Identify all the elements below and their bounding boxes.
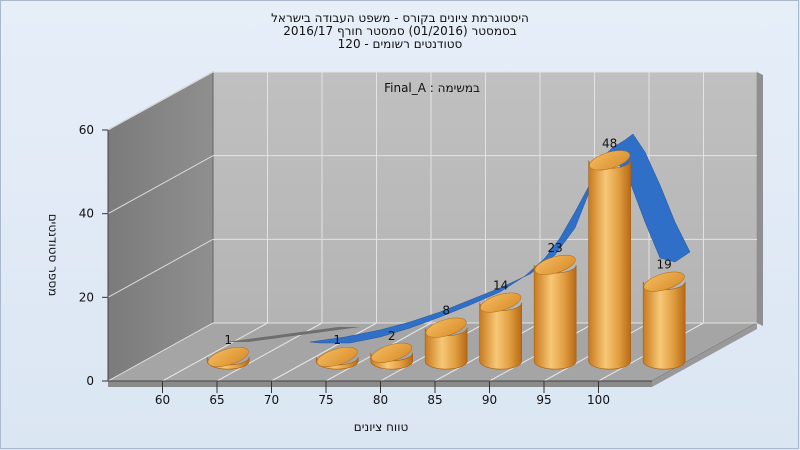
grid-line-left-wall <box>107 155 214 215</box>
grid-line-floor <box>162 322 268 382</box>
grid-line-left-wall <box>107 322 214 382</box>
chart-title-line-2: בסמסטר (01/2016) סמסטר חורף 2016/17 <box>283 24 517 38</box>
bar-top <box>589 150 631 171</box>
y-tick-label: 60 <box>79 123 94 137</box>
bar-body <box>642 281 686 370</box>
x-tick-label: 70 <box>264 393 279 407</box>
chart-title-line-3: סטודנטים רשומים - 120 <box>337 37 463 51</box>
bar-top <box>316 346 358 367</box>
x-tick-label: 75 <box>318 393 333 407</box>
bar-top <box>534 254 576 275</box>
x-tick-label: 100 <box>587 393 610 407</box>
grid-line-left-wall <box>107 71 214 131</box>
bar-top <box>425 317 467 338</box>
grid-line-floor <box>271 322 377 382</box>
bar <box>315 346 359 370</box>
y-tick-label: 0 <box>86 374 94 388</box>
x-tick-label: 60 <box>155 393 170 407</box>
bar <box>588 150 631 370</box>
x-tick-label: 80 <box>373 393 388 407</box>
annotation-text: במשימה : Final_A <box>384 81 480 95</box>
bar <box>370 342 413 370</box>
bar-value-label: 8 <box>442 304 450 318</box>
bar-value-label: 1 <box>224 333 232 347</box>
x-axis-label: טווח ציונים <box>354 420 409 434</box>
x-tick-label: 90 <box>482 393 497 407</box>
x-tick-label: 95 <box>536 393 551 407</box>
bar <box>642 271 686 370</box>
bar <box>206 346 250 370</box>
x-tick-label: 65 <box>209 393 224 407</box>
labels: 1 1 2 8 14 23 48 19 <box>224 136 671 347</box>
bar-top <box>207 346 249 367</box>
bar-top <box>480 292 522 313</box>
bar-value-label: 48 <box>602 136 617 150</box>
back-wall-edge <box>757 72 763 326</box>
bar-value-label: 1 <box>333 333 341 347</box>
bar-value-label: 23 <box>548 241 563 255</box>
bars <box>206 150 686 370</box>
grid-line-left-wall <box>107 238 214 298</box>
bar-top <box>371 342 413 363</box>
distribution-curve <box>226 133 691 344</box>
chart-title-line-1: היסטוגרמת ציונים בקורס - משפט העבודה ביש… <box>271 11 529 25</box>
floor-right-edge <box>652 323 757 387</box>
axes: 0 20 40 60 60 65 70 75 80 85 90 95 100 <box>79 123 652 407</box>
bar-value-label: 19 <box>657 258 672 272</box>
bar-value-label: 14 <box>493 279 508 293</box>
zero-ribbon <box>226 327 360 342</box>
bar <box>479 292 522 370</box>
distribution-curve-ribbon <box>309 133 691 344</box>
y-tick-label: 20 <box>79 290 94 304</box>
bar-top <box>643 271 685 292</box>
y-tick-label: 40 <box>79 207 94 221</box>
bar-body <box>479 302 522 370</box>
y-axis-label: מספר סטודנטים <box>46 214 60 297</box>
bar-body <box>588 160 631 370</box>
bar-body <box>533 264 577 370</box>
bar-value-label: 2 <box>388 329 396 343</box>
x-tick-label: 85 <box>427 393 442 407</box>
